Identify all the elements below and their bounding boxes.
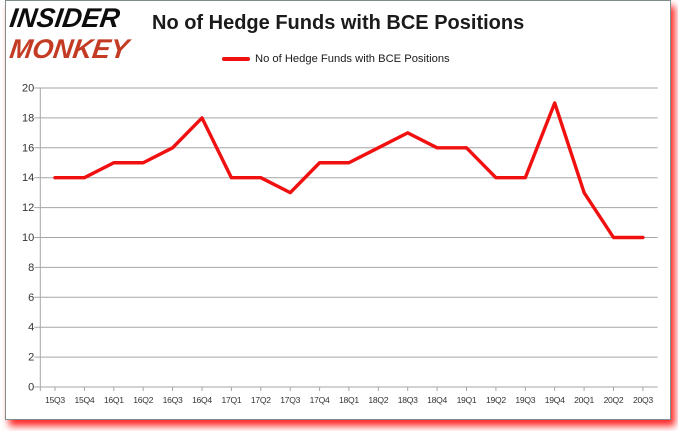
svg-text:2: 2 [28,352,34,364]
svg-text:16Q2: 16Q2 [133,395,153,405]
svg-text:17Q2: 17Q2 [251,395,271,405]
svg-text:0: 0 [28,382,34,394]
svg-text:16: 16 [22,142,34,154]
svg-text:20: 20 [22,83,34,95]
svg-text:8: 8 [28,262,34,274]
svg-text:4: 4 [28,322,34,334]
svg-text:18: 18 [22,112,34,124]
svg-text:18Q3: 18Q3 [398,395,418,405]
svg-text:14: 14 [22,172,34,184]
svg-text:18Q1: 18Q1 [339,395,359,405]
svg-text:19Q2: 19Q2 [486,395,506,405]
svg-text:16Q1: 16Q1 [104,395,124,405]
svg-text:10: 10 [22,232,34,244]
svg-text:18Q2: 18Q2 [368,395,388,405]
svg-text:12: 12 [22,202,34,214]
svg-text:19Q1: 19Q1 [457,395,477,405]
svg-text:15Q4: 15Q4 [74,395,94,405]
svg-text:17Q1: 17Q1 [221,395,241,405]
svg-text:19Q3: 19Q3 [515,395,535,405]
svg-text:19Q4: 19Q4 [545,395,565,405]
svg-text:6: 6 [28,292,34,304]
svg-text:20Q1: 20Q1 [574,395,594,405]
svg-text:17Q4: 17Q4 [310,395,330,405]
svg-text:16Q3: 16Q3 [163,395,183,405]
svg-text:16Q4: 16Q4 [192,395,212,405]
svg-text:20Q3: 20Q3 [633,395,653,405]
svg-text:15Q3: 15Q3 [45,395,65,405]
svg-text:18Q4: 18Q4 [427,395,447,405]
svg-text:20Q2: 20Q2 [604,395,624,405]
svg-text:17Q3: 17Q3 [280,395,300,405]
